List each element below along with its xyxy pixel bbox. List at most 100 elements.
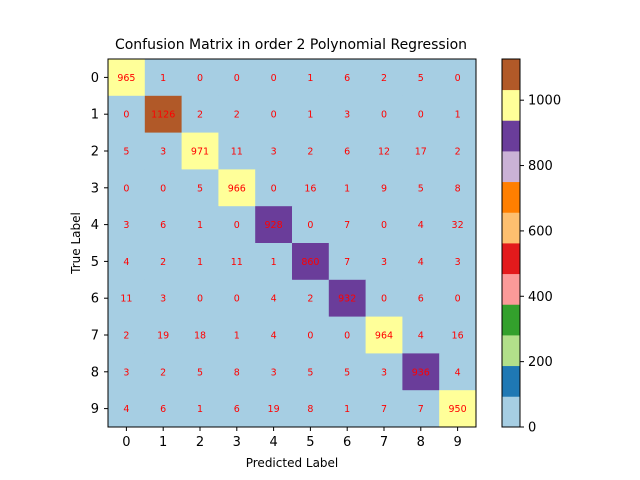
- cell-value-label-4-4: 928: [265, 220, 283, 231]
- cell-value-label-8-1: 2: [160, 367, 166, 378]
- cell-value-label-6-1: 3: [160, 294, 166, 305]
- y-tick-label-5: 5: [91, 255, 99, 270]
- cell-value-label-1-3: 2: [234, 110, 240, 121]
- heatmap-cell-0-2: [181, 59, 219, 97]
- heatmap-cell-1-8: [402, 95, 440, 133]
- heatmap-cell-9-3: [218, 390, 256, 428]
- heatmap-cell-9-9: [439, 390, 477, 428]
- colorbar-frame: [501, 58, 521, 428]
- cell-value-label-7-5: 0: [307, 331, 313, 342]
- y-tick-label-3: 3: [91, 181, 99, 196]
- cell-value-label-4-0: 3: [123, 220, 129, 231]
- heatmap-cell-7-1: [144, 316, 182, 354]
- cell-value-label-2-4: 3: [271, 147, 277, 158]
- y-tick-label-2: 2: [91, 145, 99, 160]
- colorbar-segment-0: [502, 396, 520, 428]
- cell-value-label-3-9: 8: [455, 183, 461, 194]
- cell-value-label-9-4: 19: [268, 404, 280, 415]
- cell-value-label-6-3: 0: [234, 294, 240, 305]
- heatmap-cell-0-8: [402, 59, 440, 97]
- heatmap-cell-8-6: [328, 353, 366, 391]
- cell-value-label-6-9: 0: [455, 294, 461, 305]
- cell-value-label-9-5: 8: [307, 404, 313, 415]
- cell-value-label-8-6: 5: [344, 367, 350, 378]
- cell-value-label-1-9: 1: [455, 110, 461, 121]
- heatmap-cell-0-4: [255, 59, 293, 97]
- heatmap-cell-9-0: [108, 390, 146, 428]
- cell-value-label-4-9: 32: [452, 220, 464, 231]
- heatmap-cell-4-9: [439, 206, 477, 244]
- cell-value-label-3-1: 0: [160, 183, 166, 194]
- cell-value-label-4-7: 0: [381, 220, 387, 231]
- heatmap-cell-8-3: [218, 353, 256, 391]
- y-tick-label-7: 7: [91, 329, 99, 344]
- colorbar-tick-label-400: 400: [528, 290, 553, 305]
- cell-value-label-7-9: 16: [452, 331, 464, 342]
- heatmap-cell-7-2: [181, 316, 219, 354]
- heatmap-cell-1-5: [292, 95, 330, 133]
- colorbar-segment-2: [502, 335, 520, 367]
- heatmap-cell-6-3: [218, 279, 256, 317]
- heatmap-cell-0-3: [218, 59, 256, 97]
- heatmap-cell-4-7: [365, 206, 403, 244]
- plot-frame: [107, 58, 477, 428]
- heatmap-cell-5-6: [328, 243, 366, 281]
- cell-value-label-9-3: 6: [234, 404, 240, 415]
- heatmap-cell-8-7: [365, 353, 403, 391]
- heatmap-cell-3-1: [144, 169, 182, 207]
- cell-value-label-1-2: 2: [197, 110, 203, 121]
- colorbar-segment-8: [502, 151, 520, 183]
- cell-value-label-1-1: 1126: [151, 110, 175, 121]
- heatmap-cell-labels: 965 1 0 0 0 1 6 2 5 00 1126 2 2 0 1 3 0 0 15 3 971 11 3 2 6 12 17 2…: [117, 73, 466, 415]
- colorbar-segment-4: [502, 273, 520, 305]
- heatmap-cell-1-1: [144, 95, 182, 133]
- heatmap-cell-2-8: [402, 132, 440, 170]
- cell-value-label-6-7: 0: [381, 294, 387, 305]
- cell-value-label-2-9: 2: [455, 147, 461, 158]
- heatmap-cell-2-5: [292, 132, 330, 170]
- cell-value-label-7-8: 4: [418, 331, 424, 342]
- heatmap-cell-9-5: [292, 390, 330, 428]
- heatmap-cell-7-8: [402, 316, 440, 354]
- heatmap-cell-6-2: [181, 279, 219, 317]
- cell-value-label-7-4: 4: [271, 331, 277, 342]
- heatmap-cell-8-8: [402, 353, 440, 391]
- heatmap-cell-6-5: [292, 279, 330, 317]
- heatmap-cell-5-8: [402, 243, 440, 281]
- heatmap-cell-2-1: [144, 132, 182, 170]
- cell-value-label-7-1: 19: [157, 331, 169, 342]
- cell-value-label-2-2: 971: [191, 147, 209, 158]
- heatmap-cell-5-1: [144, 243, 182, 281]
- heatmap-cell-2-2: [181, 132, 219, 170]
- colorbar-segment-9: [502, 120, 520, 152]
- heatmap-cell-3-0: [108, 169, 146, 207]
- cell-value-label-5-1: 2: [160, 257, 166, 268]
- heatmap-cell-6-7: [365, 279, 403, 317]
- heatmap-cell-7-4: [255, 316, 293, 354]
- heatmap-cell-8-4: [255, 353, 293, 391]
- cell-value-label-0-5: 1: [307, 73, 313, 84]
- cell-value-label-3-6: 1: [344, 183, 350, 194]
- heatmap-cell-8-9: [439, 353, 477, 391]
- cell-value-label-6-2: 0: [197, 294, 203, 305]
- heatmap-cell-0-6: [328, 59, 366, 97]
- cell-value-label-7-0: 2: [123, 331, 129, 342]
- cell-value-label-8-0: 3: [123, 367, 129, 378]
- heatmap-cell-0-7: [365, 59, 403, 97]
- heatmap-cell-8-2: [181, 353, 219, 391]
- heatmap-cell-8-5: [292, 353, 330, 391]
- cell-value-label-3-5: 16: [304, 183, 316, 194]
- heatmap-cell-0-9: [439, 59, 477, 97]
- cell-value-label-6-6: 932: [338, 294, 356, 305]
- cell-value-label-0-9: 0: [455, 73, 461, 84]
- x-tick-label-4: 4: [269, 435, 277, 450]
- cell-value-label-2-0: 5: [123, 147, 129, 158]
- cell-value-label-9-8: 7: [418, 404, 424, 415]
- heatmap-cell-3-3: [218, 169, 256, 207]
- heatmap-cell-5-2: [181, 243, 219, 281]
- cell-value-label-1-7: 0: [381, 110, 387, 121]
- cell-value-label-6-5: 2: [307, 294, 313, 305]
- heatmap-cell-3-7: [365, 169, 403, 207]
- cell-value-label-8-5: 5: [307, 367, 313, 378]
